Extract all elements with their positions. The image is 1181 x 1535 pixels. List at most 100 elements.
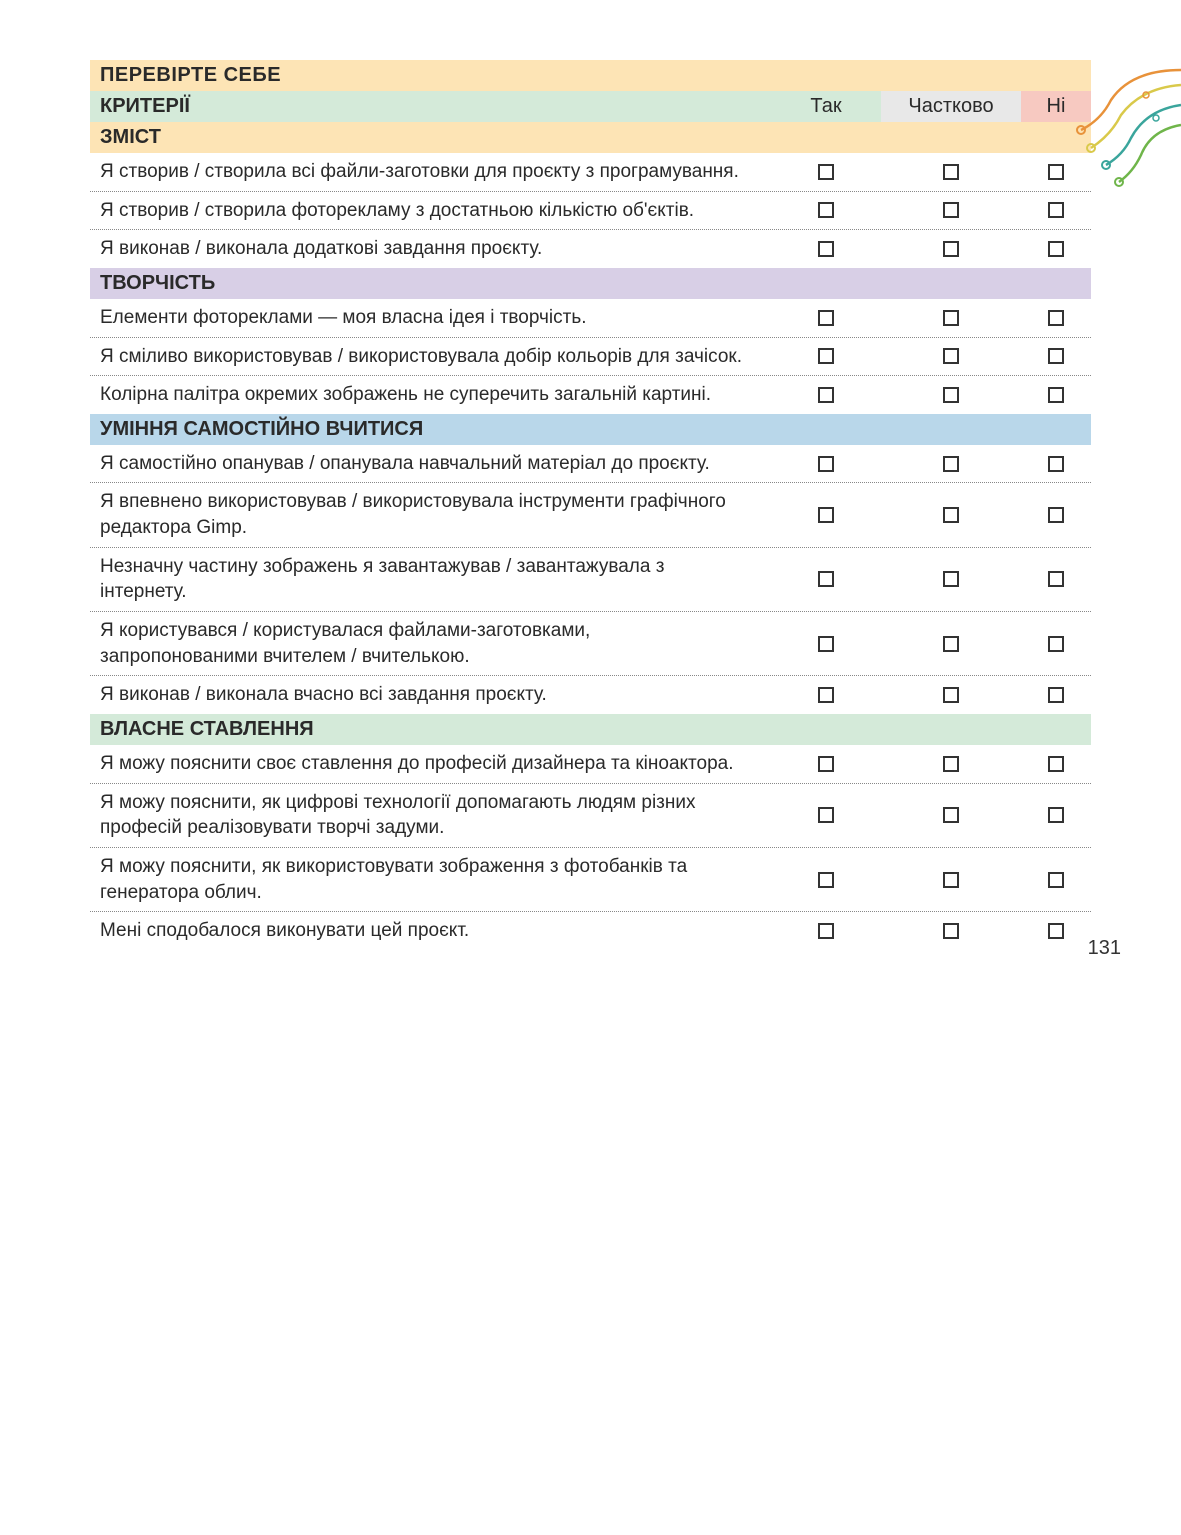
checkbox-partial[interactable] (943, 456, 959, 472)
checks-group (771, 507, 1091, 523)
checks-group (771, 456, 1091, 472)
check-cell (881, 507, 1021, 523)
sections-container: ЗМІСТ Я створив / створила всі файли-заго… (90, 122, 1091, 950)
checkbox-partial[interactable] (943, 202, 959, 218)
criteria-text: Я можу пояснити, як цифрові технології д… (100, 790, 771, 841)
checkbox-yes[interactable] (818, 348, 834, 364)
checkbox-no[interactable] (1048, 456, 1064, 472)
check-cell (771, 202, 881, 218)
check-cell (881, 202, 1021, 218)
check-cell (771, 807, 881, 823)
checkbox-no[interactable] (1048, 807, 1064, 823)
criteria-text: Я створив / створила всі файли-заготовки… (100, 159, 771, 185)
checkbox-no[interactable] (1048, 241, 1064, 257)
check-cell (771, 923, 881, 939)
checkbox-no[interactable] (1048, 348, 1064, 364)
check-cell (771, 310, 881, 326)
check-cell (1021, 571, 1091, 587)
criteria-row: Незначну частину зображень я завантажува… (90, 548, 1091, 612)
checkbox-partial[interactable] (943, 387, 959, 403)
checkbox-yes[interactable] (818, 507, 834, 523)
criteria-row: Я самостійно опанував / опанувала навчал… (90, 445, 1091, 484)
check-cell (1021, 310, 1091, 326)
checkbox-partial[interactable] (943, 636, 959, 652)
section-vlasne: Я можу пояснити своє ставлення до профес… (90, 745, 1091, 950)
criteria-row: Я створив / створила всі файли-заготовки… (90, 153, 1091, 192)
section-band-zmist: ЗМІСТ (90, 122, 1091, 153)
checkbox-no[interactable] (1048, 756, 1064, 772)
checkbox-no[interactable] (1048, 636, 1064, 652)
checkbox-partial[interactable] (943, 241, 959, 257)
checkbox-yes[interactable] (818, 202, 834, 218)
checkbox-yes[interactable] (818, 387, 834, 403)
checkbox-no[interactable] (1048, 202, 1064, 218)
checkbox-no[interactable] (1048, 923, 1064, 939)
checkbox-partial[interactable] (943, 807, 959, 823)
checkbox-no[interactable] (1048, 310, 1064, 326)
checkbox-yes[interactable] (818, 571, 834, 587)
check-cell (881, 348, 1021, 364)
checkbox-partial[interactable] (943, 756, 959, 772)
checkbox-partial[interactable] (943, 310, 959, 326)
checkbox-yes[interactable] (818, 310, 834, 326)
check-cell (881, 636, 1021, 652)
check-cell (881, 310, 1021, 326)
checkbox-partial[interactable] (943, 507, 959, 523)
check-cell (881, 807, 1021, 823)
criteria-row: Я сміливо використовував / використовува… (90, 338, 1091, 377)
checks-group (771, 310, 1091, 326)
checkbox-yes[interactable] (818, 807, 834, 823)
checkbox-no[interactable] (1048, 687, 1064, 703)
check-cell (881, 456, 1021, 472)
criteria-row: Елементи фотореклами — моя власна ідея і… (90, 299, 1091, 338)
criteria-text: Колірна палітра окремих зображень не суп… (100, 382, 771, 408)
check-cell (1021, 923, 1091, 939)
checkbox-yes[interactable] (818, 636, 834, 652)
checkbox-yes[interactable] (818, 872, 834, 888)
criteria-row: Я виконав / виконала додаткові завдання … (90, 230, 1091, 268)
checkbox-yes[interactable] (818, 756, 834, 772)
criteria-row: Я можу пояснити своє ставлення до профес… (90, 745, 1091, 784)
checks-group (771, 807, 1091, 823)
checkbox-no[interactable] (1048, 571, 1064, 587)
title-band: ПЕРЕВІРТЕ СЕБЕ (90, 60, 1091, 91)
criteria-text: Я виконав / виконала додаткові завдання … (100, 236, 771, 262)
checkbox-no[interactable] (1048, 872, 1064, 888)
checkbox-partial[interactable] (943, 348, 959, 364)
check-cell (1021, 387, 1091, 403)
checkbox-partial[interactable] (943, 923, 959, 939)
checkbox-partial[interactable] (943, 687, 959, 703)
section-zmist: Я створив / створила всі файли-заготовки… (90, 153, 1091, 268)
header-criteria: КРИТЕРІЇ (90, 91, 771, 122)
section-tvorchist: Елементи фотореклами — моя власна ідея і… (90, 299, 1091, 414)
header-row: КРИТЕРІЇ Так Частково Ні (90, 91, 1091, 122)
checkbox-yes[interactable] (818, 164, 834, 180)
checkbox-yes[interactable] (818, 456, 834, 472)
checks-group (771, 756, 1091, 772)
criteria-row: Я можу пояснити, як використовувати зобр… (90, 848, 1091, 912)
checks-group (771, 571, 1091, 587)
checks-group (771, 872, 1091, 888)
check-cell (771, 456, 881, 472)
checkbox-no[interactable] (1048, 387, 1064, 403)
section-band-tvorchist: ТВОРЧІСТЬ (90, 268, 1091, 299)
criteria-row: Я можу пояснити, як цифрові технології д… (90, 784, 1091, 848)
check-cell (881, 164, 1021, 180)
section-band-uminnya: УМІННЯ САМОСТІЙНО ВЧИТИСЯ (90, 414, 1091, 445)
check-cell (1021, 636, 1091, 652)
checks-group (771, 636, 1091, 652)
criteria-text: Я можу пояснити, як використовувати зобр… (100, 854, 771, 905)
criteria-row: Я виконав / виконала вчасно всі завдання… (90, 676, 1091, 714)
checkbox-partial[interactable] (943, 872, 959, 888)
criteria-text: Я сміливо використовував / використовува… (100, 344, 771, 370)
check-cell (771, 571, 881, 587)
checkbox-partial[interactable] (943, 571, 959, 587)
checks-group (771, 348, 1091, 364)
checkbox-no[interactable] (1048, 507, 1064, 523)
corner-decoration (1051, 60, 1181, 200)
checkbox-yes[interactable] (818, 923, 834, 939)
checkbox-partial[interactable] (943, 164, 959, 180)
section-band-vlasne: ВЛАСНЕ СТАВЛЕННЯ (90, 714, 1091, 745)
checkbox-yes[interactable] (818, 241, 834, 257)
checkbox-yes[interactable] (818, 687, 834, 703)
